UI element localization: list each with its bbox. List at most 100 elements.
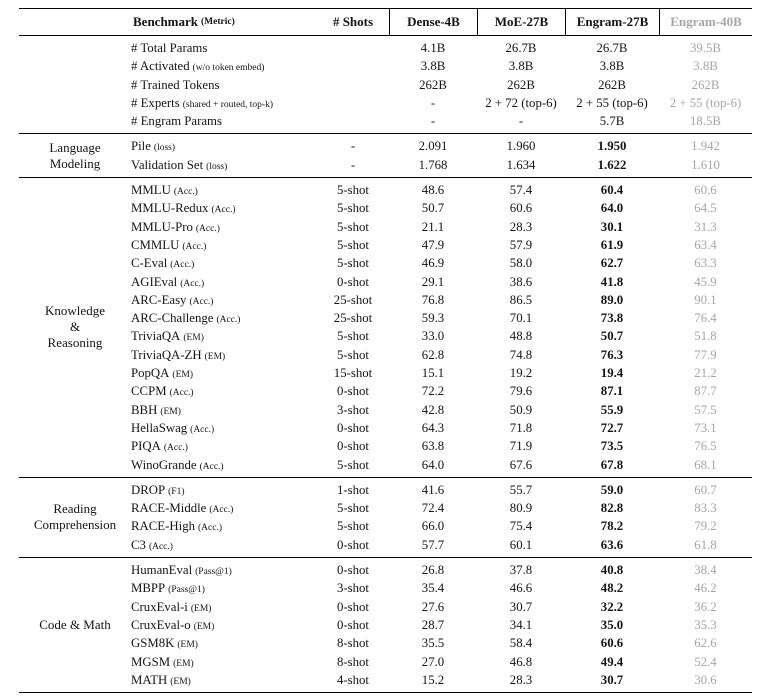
section-label-line: Language <box>49 139 101 155</box>
benchmark-name: AGIEval (Acc.) <box>131 273 317 291</box>
benchmark-name: # Total Params <box>131 39 317 57</box>
table-row: Pile (loss) - 2.091 1.960 1.950 1.942 <box>131 137 752 155</box>
score-value: 76.8 <box>421 292 445 307</box>
table-row: HellaSwag (Acc.) 0-shot 64.3 71.8 72.7 73.1 <box>131 419 752 437</box>
benchmark-name-text: MMLU-Redux <box>131 201 209 216</box>
shots-value <box>317 112 389 130</box>
score-value: 73.8 <box>600 311 624 326</box>
benchmark-name: TriviaQA (EM) <box>131 327 317 345</box>
shots-value: 3-shot <box>337 402 369 417</box>
score-value: 1.768 <box>418 157 448 172</box>
benchmark-metric-suffix: (EM) <box>193 621 215 632</box>
score-value: 75.4 <box>509 519 533 534</box>
shots-value <box>317 39 389 57</box>
shots-value: 15-shot <box>333 366 373 381</box>
score-value: 70.1 <box>509 311 533 326</box>
benchmark-metric-suffix: (Acc.) <box>195 223 220 234</box>
benchmark-metric-suffix: (EM) <box>190 603 212 614</box>
score-value: 49.4 <box>600 654 624 669</box>
score-value: 55.7 <box>509 482 533 497</box>
score-value: 62.6 <box>694 636 717 651</box>
score-value: - <box>430 95 436 110</box>
shots-value: - <box>350 157 356 172</box>
score-value: 2 + 72 (top-6) <box>485 95 557 110</box>
section-label-line: Reading <box>53 501 97 517</box>
score-value: 48.2 <box>600 581 624 596</box>
score-value: 18.5B <box>690 114 721 129</box>
score-value: - <box>430 114 436 129</box>
score-value: 19.4 <box>600 366 624 381</box>
score-value: 262B <box>507 77 535 92</box>
benchmark-name: C3 (Acc.) <box>131 536 317 554</box>
shots-value: 0-shot <box>337 537 369 552</box>
table-row: DROP (F1) 1-shot 41.6 55.7 59.0 60.7 <box>131 481 752 499</box>
benchmark-name: MBPP (Pass@1) <box>131 579 317 597</box>
benchmark-name-text: MBPP <box>131 581 166 596</box>
score-value: 27.0 <box>421 654 445 669</box>
score-value: 78.2 <box>600 519 624 534</box>
score-value: 87.7 <box>694 384 717 399</box>
score-value: 71.8 <box>509 420 533 435</box>
section-label: Knowledge & Reasoning <box>19 178 131 477</box>
score-value: 74.8 <box>509 347 533 362</box>
benchmark-name-text: # Experts <box>131 95 180 110</box>
benchmark-metric-suffix: (loss) <box>206 161 228 172</box>
table-row: MMLU (Acc.) 5-shot 48.6 57.4 60.4 60.6 <box>131 181 752 199</box>
table-row: GSM8K (EM) 8-shot 35.5 58.4 60.6 62.6 <box>131 634 752 652</box>
benchmark-name: C-Eval (Acc.) <box>131 254 317 272</box>
table-row: TriviaQA (EM) 5-shot 33.0 48.8 50.7 51.8 <box>131 327 752 345</box>
shots-value: 5-shot <box>337 201 369 216</box>
table-row: WinoGrande (Acc.) 5-shot 64.0 67.6 67.8 68.1 <box>131 456 752 474</box>
table-row: CruxEval-i (EM) 0-shot 27.6 30.7 32.2 36.2 <box>131 598 752 616</box>
score-value: 41.8 <box>600 274 624 289</box>
score-value: 72.2 <box>421 384 445 399</box>
score-value: 26.7B <box>596 41 628 55</box>
section-label-line: Reasoning <box>47 335 103 351</box>
score-value: 67.6 <box>509 457 533 472</box>
score-value: 28.3 <box>509 219 533 234</box>
table-row: Validation Set (loss) - 1.768 1.634 1.622 1.61… <box>131 156 752 174</box>
benchmark-name-text: ARC-Easy <box>131 292 187 307</box>
benchmark-metric-suffix: (Pass@1) <box>195 567 232 578</box>
score-value: 262B <box>419 77 447 92</box>
score-value: 1.950 <box>597 139 627 154</box>
benchmark-name-text: DROP <box>131 482 166 497</box>
table-row: # Engram Params - - 5.7B 18.5B <box>131 112 752 130</box>
score-value: 48.8 <box>509 329 533 344</box>
shots-value: 0-shot <box>337 274 369 289</box>
score-value: 3.8B <box>508 59 534 74</box>
benchmark-name: CruxEval-i (EM) <box>131 598 317 616</box>
model-column-header-moe-27b: MoE-27B <box>477 9 565 35</box>
score-value: 60.6 <box>694 183 717 198</box>
benchmark-metric-suffix: (Acc.) <box>211 205 236 216</box>
table-row: PopQA (EM) 15-shot 15.1 19.2 19.4 21.2 <box>131 364 752 382</box>
benchmark-metric-suffix: (EM) <box>173 658 194 669</box>
score-value: 50.7 <box>421 201 445 216</box>
score-value: 30.7 <box>600 672 624 687</box>
score-value: 29.1 <box>421 274 445 289</box>
benchmark-name-text: # Engram Params <box>131 114 222 129</box>
section-label-header-spacer <box>19 9 131 35</box>
shots-value <box>317 57 389 75</box>
benchmark-name-text: HellaSwag <box>131 420 188 435</box>
benchmark-name-text: ARC-Challenge <box>131 311 214 326</box>
benchmark-name-text: RACE-Middle <box>131 501 207 516</box>
score-value: 1.634 <box>506 157 536 172</box>
benchmark-name-text: MGSM <box>131 654 171 669</box>
score-value: 73.5 <box>600 439 624 454</box>
score-value: 60.4 <box>600 183 624 198</box>
score-value: 50.9 <box>509 402 533 417</box>
table-row: HumanEval (Pass@1) 0-shot 26.8 37.8 40.8 38.4 <box>131 561 752 579</box>
score-value: 28.7 <box>421 617 445 632</box>
score-value: 61.8 <box>694 537 717 552</box>
shots-value: 4-shot <box>337 672 369 687</box>
benchmark-metric-suffix: (w/o token embed) <box>192 63 265 74</box>
score-value: 50.7 <box>600 329 624 344</box>
score-value: 38.6 <box>509 274 533 289</box>
benchmark-metric-suffix: (Acc.) <box>148 541 173 552</box>
benchmark-name: MGSM (EM) <box>131 653 317 671</box>
table-row: CMMLU (Acc.) 5-shot 47.9 57.9 61.9 63.4 <box>131 236 752 254</box>
score-value: 63.3 <box>694 256 717 271</box>
benchmark-name: # Activated (w/o token embed) <box>131 57 317 75</box>
score-value: 2.091 <box>418 139 448 154</box>
